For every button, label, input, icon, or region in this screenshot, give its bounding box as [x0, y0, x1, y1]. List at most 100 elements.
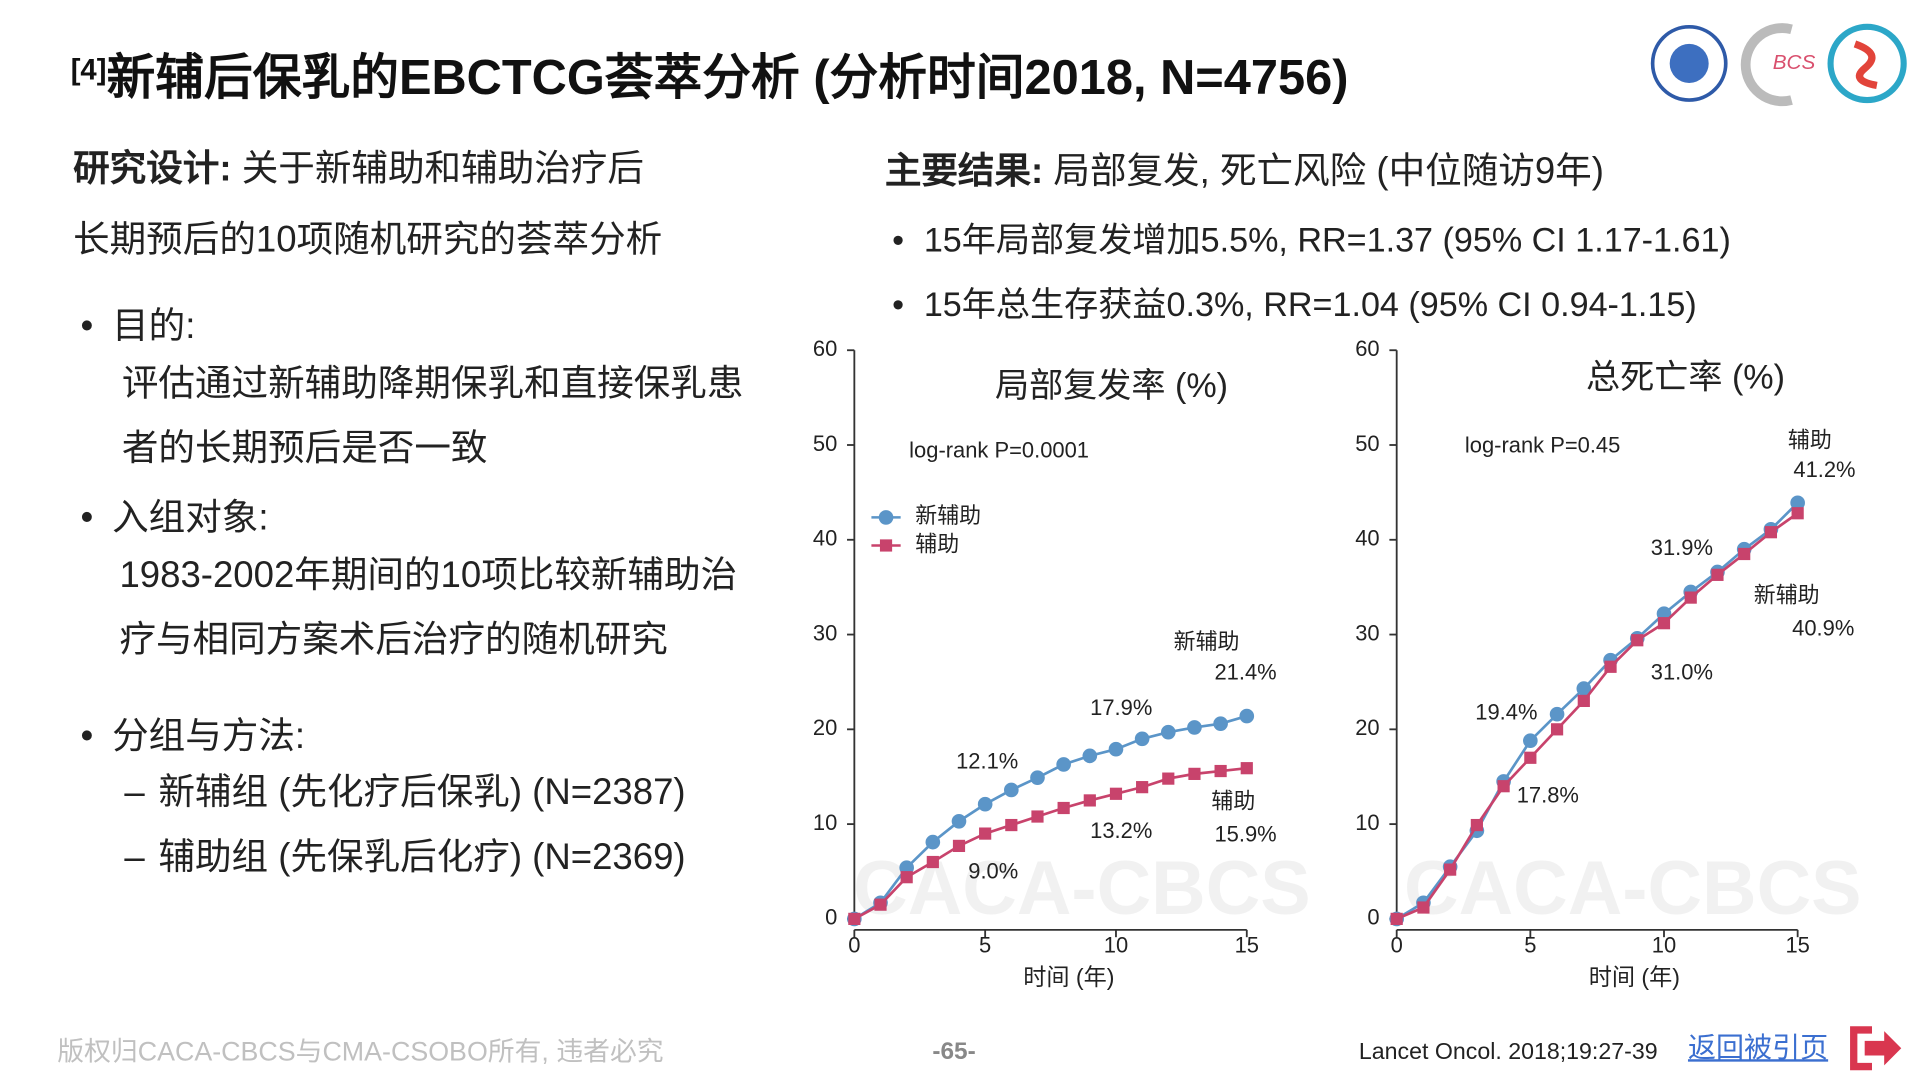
x-tick-label: 0 [1391, 933, 1403, 958]
data-point [1188, 767, 1201, 780]
data-point [1576, 681, 1592, 696]
data-point [1631, 634, 1644, 647]
annotation: 17.8% [1517, 783, 1579, 808]
annotation: 12.1% [956, 748, 1018, 773]
section-heading: 分组与方法: [80, 718, 305, 755]
citation: Lancet Oncol. 2018;19:27-39 [1358, 1039, 1658, 1066]
data-point [874, 898, 887, 911]
annotation: 31.0% [1651, 659, 1713, 684]
annotation: 17.9% [1090, 695, 1152, 720]
data-point [1711, 568, 1724, 581]
logos: BCS [1650, 23, 1907, 107]
data-point [1214, 764, 1227, 778]
y-tick-label: 30 [813, 620, 837, 645]
design-line: 长期预后的10项随机研究的荟萃分析 [73, 219, 663, 260]
data-point [1005, 818, 1018, 832]
legend-marker [879, 539, 893, 552]
section-line: 评估通过新辅助降期保乳和直接保乳患 [121, 363, 744, 404]
y-tick-label: 60 [1355, 336, 1379, 361]
series-line [1396, 512, 1799, 921]
logo-bcs-text: BCS [1773, 51, 1816, 74]
annotation: 40.9% [1792, 615, 1854, 640]
annotation: 新辅助 [1174, 629, 1240, 654]
data-point [900, 871, 913, 884]
section-item: 辅助组 (先保乳后化疗) (N=2369) [124, 839, 685, 876]
series-line [853, 714, 1248, 921]
x-tick-label: 5 [1524, 933, 1536, 958]
section-line: 1983-2002年期间的10项比较新辅助治 [119, 555, 738, 596]
data-point [951, 813, 967, 829]
annotation: 19.4% [1475, 700, 1537, 725]
data-point [1764, 526, 1778, 539]
section-heading: 入组对象: [80, 500, 268, 537]
data-point [1791, 507, 1804, 520]
data-point [1417, 901, 1430, 914]
annotation: log-rank P=0.0001 [909, 437, 1089, 462]
data-point [926, 855, 939, 869]
x-tick-label: 15 [1785, 933, 1809, 958]
logo-caca-inner [1669, 43, 1709, 83]
annotation: 9.0% [968, 858, 1018, 883]
y-tick-label: 20 [1355, 715, 1379, 740]
annotation: 辅助 [1788, 428, 1832, 453]
back-icon[interactable] [1845, 1021, 1906, 1075]
data-point [1031, 810, 1044, 823]
data-point [1160, 724, 1176, 740]
data-point [1187, 720, 1202, 735]
x-axis-label: 时间 (年) [1589, 964, 1680, 990]
data-point [1134, 731, 1150, 747]
section-line: 者的长期预后是否一致 [121, 428, 488, 469]
data-point [1240, 762, 1253, 775]
results-bullet: 15年总生存获益0.3%, RR=1.04 (95% CI 0.94-1.15) [892, 287, 1697, 322]
y-tick-label: 10 [1355, 810, 1379, 835]
annotation: 新辅助 [1754, 583, 1820, 608]
x-tick-label: 5 [979, 933, 991, 958]
data-point [1604, 660, 1617, 673]
annotation: log-rank P=0.45 [1465, 432, 1620, 457]
data-point [1030, 770, 1045, 785]
data-point [1108, 741, 1124, 757]
annotation: 15.9% [1214, 822, 1276, 847]
page-number: -65- [932, 1038, 976, 1066]
x-tick-label: 0 [848, 933, 860, 958]
data-point [1684, 591, 1697, 604]
data-point [1057, 801, 1070, 815]
x-tick-label: 15 [1235, 933, 1259, 958]
copyright: 版权归CACA-CBCS与CMA-CSOBO所有, 违者必究 [57, 1036, 664, 1067]
x-tick-label: 10 [1104, 933, 1128, 958]
results-heading: 主要结果: 局部复发, 死亡风险 (中位随访9年) [884, 151, 1604, 192]
data-point [1549, 706, 1565, 722]
design-text: 关于新辅助和辅助治疗后 [241, 148, 644, 190]
data-point [1738, 547, 1751, 561]
data-point [1109, 787, 1123, 800]
chart-title: 总死亡率 (%) [1586, 359, 1785, 397]
data-point [952, 839, 966, 853]
data-point [1162, 772, 1175, 785]
data-point [1082, 748, 1098, 764]
data-point [1083, 794, 1096, 807]
data-point [1470, 818, 1483, 832]
data-point [1523, 733, 1538, 749]
annotation: 辅助 [1211, 789, 1255, 814]
title-ref: [4] [70, 53, 107, 87]
results-text: 局部复发, 死亡风险 (中位随访9年) [1053, 151, 1604, 192]
back-link[interactable]: 返回被引页 [1687, 1031, 1829, 1063]
data-point [977, 796, 993, 812]
data-point [1524, 751, 1537, 764]
section-item: 新辅组 (先化疗后保乳) (N=2387) [124, 774, 685, 811]
y-tick-label: 20 [813, 715, 837, 740]
legend-marker [878, 510, 894, 525]
logo-csobo [1827, 23, 1907, 104]
data-point [925, 834, 941, 850]
section-line: 疗与相同方案术后治疗的随机研究 [119, 619, 668, 661]
design-line: 研究设计: 关于新辅助和辅助治疗后 [73, 151, 644, 188]
y-tick-label: 10 [813, 810, 837, 835]
legend-label: 辅助 [915, 531, 959, 556]
y-tick-label: 0 [1367, 905, 1379, 930]
y-tick-label: 30 [1355, 620, 1379, 645]
results-label: 主要结果: [884, 151, 1044, 192]
section-heading: 目的: [80, 308, 195, 345]
y-tick-label: 50 [1355, 431, 1379, 456]
annotation: 31.9% [1651, 535, 1713, 560]
